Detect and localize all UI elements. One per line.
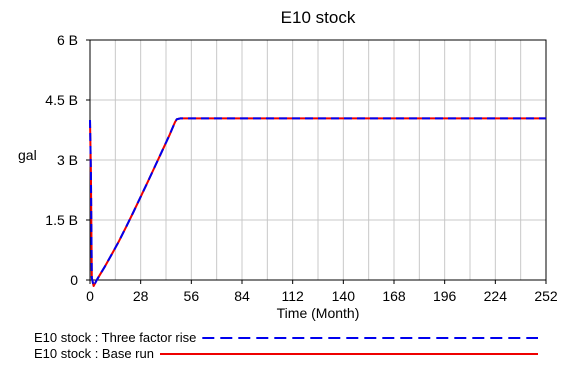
grid-layer xyxy=(90,40,546,280)
x-tick-label-8: 224 xyxy=(484,288,508,304)
x-tick-label-2: 56 xyxy=(184,288,200,304)
x-axis-label: Time (Month) xyxy=(277,305,360,321)
y-tick-label-2: 3 B xyxy=(57,152,78,168)
legend-label-0: E10 stock : Three factor rise xyxy=(34,330,196,345)
series-layer xyxy=(89,117,546,287)
x-tick-label-3: 84 xyxy=(234,288,250,304)
y-axis-ticks: 0 1.5 B 3 B 4.5 B 6 B xyxy=(45,32,90,288)
x-tick-label-5: 140 xyxy=(332,288,356,304)
x-tick-label-4: 112 xyxy=(282,288,305,304)
y-tick-label-1: 1.5 B xyxy=(45,212,78,228)
x-tick-label-9: 252 xyxy=(534,288,558,304)
y-tick-label-0: 0 xyxy=(70,272,78,288)
x-tick-label-1: 28 xyxy=(133,288,149,304)
y-axis-label: gal xyxy=(18,147,37,163)
legend-label-1: E10 stock : Base run xyxy=(34,346,154,361)
series-line-0 xyxy=(89,117,546,287)
y-tick-label-3: 4.5 B xyxy=(45,92,78,108)
x-axis-ticks: 0 28 56 84 112 140 168 196 224 252 xyxy=(86,280,558,304)
x-tick-label-0: 0 xyxy=(86,288,94,304)
y-tick-label-4: 6 B xyxy=(57,32,78,48)
x-tick-label-7: 196 xyxy=(433,288,457,304)
chart-title: E10 stock xyxy=(281,8,356,27)
x-tick-label-6: 168 xyxy=(382,288,406,304)
